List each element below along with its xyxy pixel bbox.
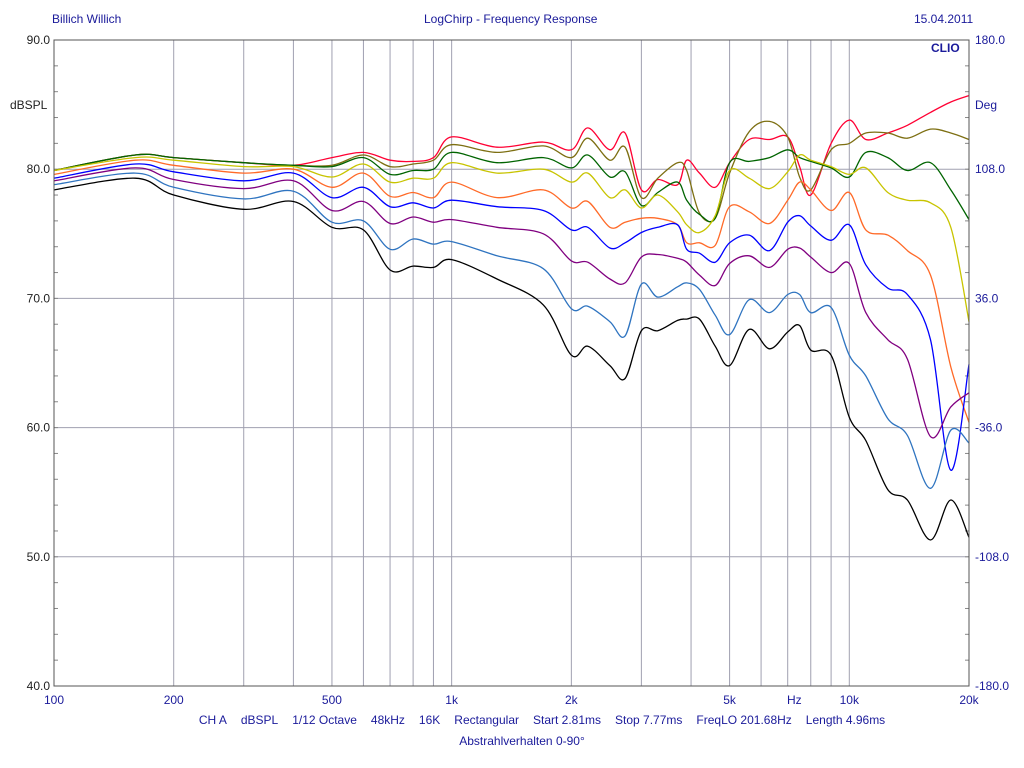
y-axis-label: dBSPL bbox=[10, 98, 48, 112]
setting-smoothing: 1/12 Octave bbox=[292, 713, 357, 727]
setting-window: Rectangular bbox=[454, 713, 519, 727]
setting-fft-size: 16K bbox=[418, 713, 441, 727]
chart-subtitle: Abstrahlverhalten 0-90° bbox=[459, 734, 585, 748]
response-curve-6 bbox=[53, 163, 970, 471]
x-tick-label: 2k bbox=[565, 693, 579, 707]
x-tick-label: 200 bbox=[164, 693, 184, 707]
setting-samplerate: 48kHz bbox=[370, 713, 405, 727]
x-axis-label: Hz bbox=[787, 693, 802, 707]
setting-freqlo: FreqLO 201.68Hz bbox=[696, 713, 792, 727]
axis-labels: 90.0 80.0 70.0 60.0 50.0 40.0 180.0 108.0 36.0 -3… bbox=[27, 33, 1010, 707]
y2-tick-label: 108.0 bbox=[975, 162, 1005, 176]
response-curve-7 bbox=[53, 167, 970, 439]
clio-brand: CLIO bbox=[931, 41, 960, 55]
y-tick-label: 70.0 bbox=[27, 291, 51, 305]
y2-axis-label: Deg bbox=[975, 98, 997, 112]
measurement-settings: CH A dBSPL 1/12 Octave 48kHz 16K Rectang… bbox=[0, 713, 1024, 727]
x-tick-label: 10k bbox=[840, 693, 860, 707]
x-tick-label: 5k bbox=[723, 693, 737, 707]
response-curve-9 bbox=[53, 177, 970, 541]
y-tick-label: 40.0 bbox=[27, 679, 51, 693]
y-tick-label: 80.0 bbox=[27, 162, 51, 176]
y2-tick-label: -180.0 bbox=[975, 679, 1009, 693]
response-curve-1 bbox=[53, 94, 970, 196]
x-tick-label: 500 bbox=[322, 693, 342, 707]
chart-title: LogChirp - Frequency Response bbox=[424, 12, 598, 26]
setting-stop: Stop 7.77ms bbox=[615, 713, 683, 727]
response-curve-5 bbox=[53, 159, 970, 423]
y2-tick-label: 180.0 bbox=[975, 33, 1005, 47]
y-tick-label: 50.0 bbox=[27, 550, 51, 564]
response-curves bbox=[53, 94, 970, 541]
y-tick-label: 90.0 bbox=[27, 33, 51, 47]
response-curve-4 bbox=[53, 153, 970, 322]
grid bbox=[54, 40, 969, 686]
setting-length: Length 4.96ms bbox=[805, 713, 886, 727]
plot-frame bbox=[53, 39, 970, 687]
setting-channel: CH A bbox=[198, 713, 227, 727]
response-curve-2 bbox=[53, 120, 970, 223]
operator-name: Billich Willich bbox=[52, 12, 122, 26]
y-tick-label: 60.0 bbox=[27, 421, 51, 435]
x-tick-label: 100 bbox=[44, 693, 64, 707]
setting-unit: dBSPL bbox=[240, 713, 279, 727]
response-curve-8 bbox=[53, 172, 970, 489]
y2-tick-label: 36.0 bbox=[975, 291, 999, 305]
measurement-date: 15.04.2011 bbox=[914, 12, 974, 26]
x-tick-label: 1k bbox=[445, 693, 459, 707]
setting-start: Start 2.81ms bbox=[533, 713, 602, 727]
y2-tick-label: -108.0 bbox=[975, 550, 1009, 564]
y2-tick-label: -36.0 bbox=[975, 421, 1003, 435]
x-tick-label: 20k bbox=[959, 693, 979, 707]
response-curve-3 bbox=[53, 149, 970, 223]
